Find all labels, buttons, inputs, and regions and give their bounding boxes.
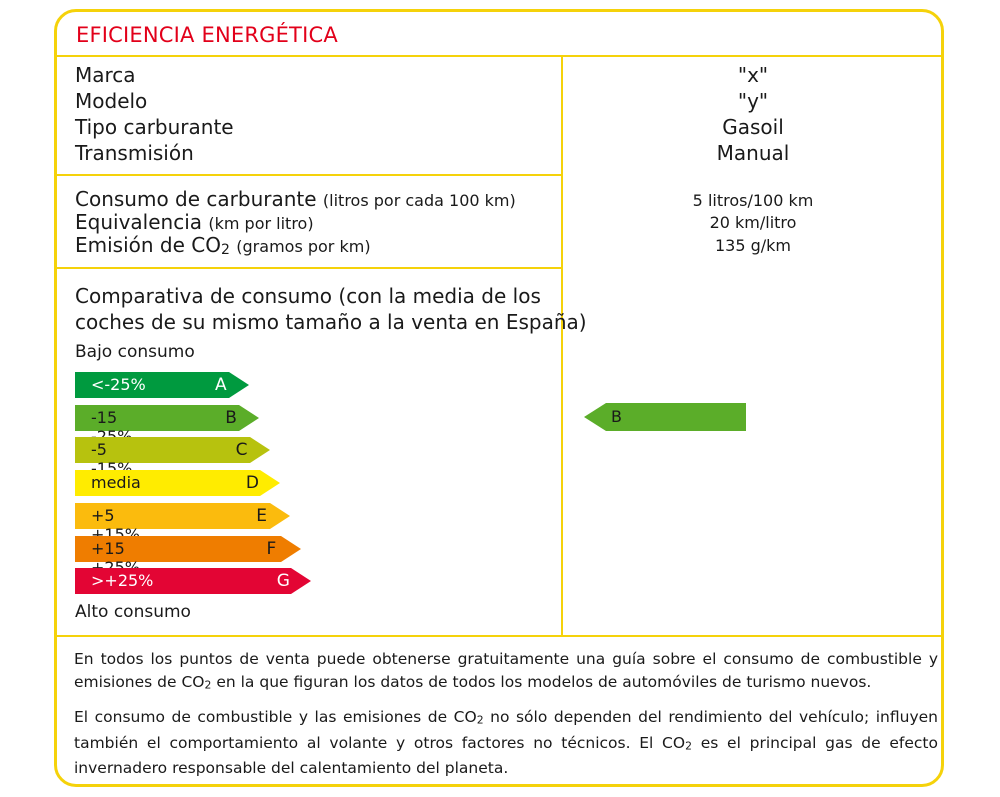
- energy-class-bar-tip: [239, 404, 260, 431]
- current-class-letter: B: [611, 407, 622, 426]
- fuel-consumption-row: Consumo de carburante (litros por cada 1…: [75, 186, 516, 214]
- energy-class-bar-tip: [270, 502, 291, 529]
- divider-column: [561, 55, 563, 636]
- energy-class-bar-body: [75, 372, 229, 398]
- energy-class-letter: C: [235, 440, 248, 461]
- note-2-co2-subscript-1: 2: [476, 713, 484, 727]
- label-title: EFICIENCIA ENERGÉTICA: [76, 23, 338, 47]
- note-2-text-a: El consumo de combustible y las emisione…: [74, 708, 477, 726]
- energy-class-bar-tip: [229, 372, 249, 398]
- comparison-heading-main: Comparativa de consumo: [75, 284, 333, 308]
- co2-emission-row: Emisión de CO2 (gramos por km): [75, 232, 371, 263]
- energy-class-range: >+25%: [91, 571, 154, 591]
- co2-emission-value: 135 g/km: [714, 236, 792, 255]
- energy-class-bar-body: [75, 470, 260, 497]
- vehicle-transmission-label: Transmisión: [75, 141, 194, 165]
- current-class-arrow: B: [584, 403, 746, 431]
- co2-subscript: 2: [221, 242, 230, 259]
- vehicle-model-label: Modelo: [75, 89, 148, 113]
- note-1-text-a: En todos los puntos de venta puede obten…: [74, 650, 938, 691]
- energy-class-letter: G: [276, 571, 290, 592]
- vehicle-transmission-value: Manual: [716, 141, 790, 165]
- fuel-consumption-unit: (litros por cada 100 km): [322, 191, 516, 210]
- divider-consumption: [57, 267, 562, 269]
- vehicle-fuel-type-value: Gasoil: [722, 115, 784, 139]
- comparison-heading-rest-1: (con la media de los: [338, 284, 541, 308]
- co2-emission-label: Emisión de CO: [75, 233, 221, 257]
- energy-class-letter: F: [266, 538, 277, 559]
- energy-class-letter: A: [215, 375, 227, 395]
- note-1-co2-subscript: 2: [204, 678, 212, 692]
- note-2-text-b: no sólo dependen del rendimiento del veh…: [74, 708, 938, 752]
- high-consumption-label: Alto consumo: [75, 602, 191, 622]
- comparison-heading-rest-2: coches de su mismo tamaño a la venta en …: [75, 310, 587, 334]
- divider-title: [57, 55, 942, 57]
- equivalence-row: Equivalencia (km por litro): [75, 209, 314, 237]
- vehicle-brand-label: Marca: [75, 63, 136, 87]
- energy-class-bar-body: [75, 437, 250, 464]
- energy-class-range: <-25%: [91, 375, 146, 394]
- equivalence-label: Equivalencia: [75, 210, 203, 234]
- energy-class-bar-tip: [249, 437, 270, 464]
- note-2-text-c: es el principal gas de efecto invernader…: [74, 733, 938, 778]
- current-class-arrow-body: [606, 403, 746, 431]
- energy-class-range: media: [91, 473, 141, 493]
- divider-vehicle: [57, 174, 562, 176]
- divider-notes: [57, 635, 942, 637]
- energy-label-frame: [54, 9, 944, 787]
- low-consumption-label: Bajo consumo: [75, 342, 195, 362]
- equivalence-value: 20 km/litro: [709, 213, 797, 232]
- note-2-co2-subscript-2: 2: [685, 739, 692, 753]
- energy-class-bar-body: [75, 568, 291, 595]
- energy-class-letter: B: [225, 407, 237, 428]
- vehicle-brand-value: "x": [737, 63, 769, 87]
- note-paragraph-2: El consumo de combustible y las emisione…: [74, 706, 938, 780]
- equivalence-unit: (km por litro): [208, 214, 314, 233]
- fuel-consumption-value: 5 litros/100 km: [692, 191, 814, 210]
- vehicle-model-value: "y": [737, 89, 769, 113]
- current-class-arrow-tip: [584, 403, 606, 431]
- fuel-consumption-label: Consumo de carburante: [75, 187, 317, 211]
- energy-class-bar-body: [75, 535, 281, 562]
- vehicle-fuel-type-label: Tipo carburante: [75, 115, 234, 139]
- energy-class-bar-tip: [259, 470, 280, 497]
- energy-class-letter: E: [256, 505, 267, 526]
- comparison-heading: Comparativa de consumo (con la media de …: [75, 283, 587, 335]
- energy-class-bar-body: [75, 404, 240, 431]
- energy-class-letter: D: [245, 473, 259, 494]
- note-1-text-b: en la que figuran los datos de todos los…: [211, 673, 872, 691]
- energy-class-bar-tip: [290, 568, 311, 595]
- energy-class-bar-body: [75, 502, 271, 529]
- note-paragraph-1: En todos los puntos de venta puede obten…: [74, 648, 938, 697]
- energy-class-bar-tip: [280, 535, 301, 562]
- co2-emission-unit: (gramos por km): [236, 237, 371, 256]
